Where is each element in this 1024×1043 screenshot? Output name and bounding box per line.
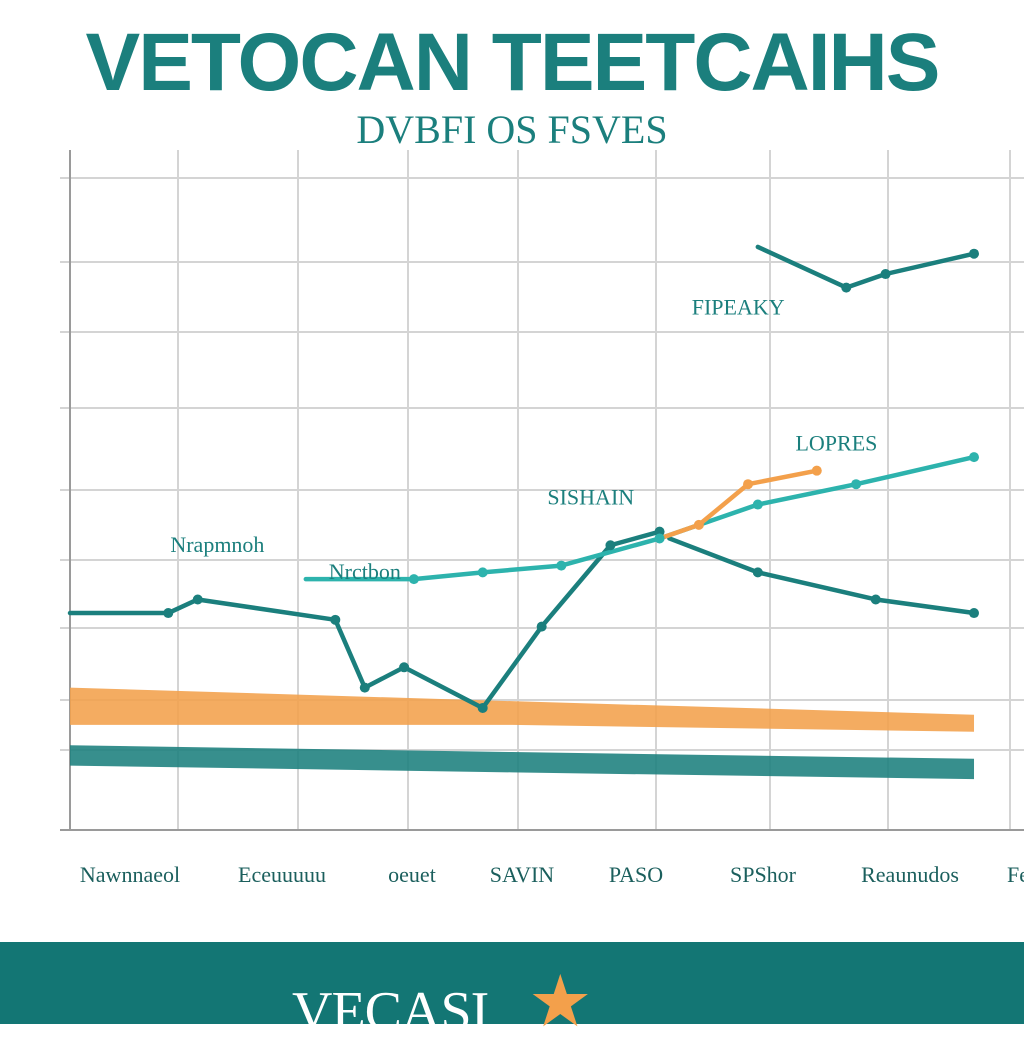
data-point-0-8 bbox=[605, 540, 616, 551]
data-point-0-5 bbox=[399, 662, 410, 673]
data-point-0-7 bbox=[536, 621, 547, 632]
annotation-4: LOPRES bbox=[795, 430, 877, 455]
footer-bar bbox=[0, 942, 1024, 1024]
chart-bands bbox=[70, 687, 975, 780]
data-point-3-3 bbox=[556, 560, 567, 571]
annotation-1: Nrctbon bbox=[329, 559, 401, 584]
chart-annotations: Nrapmnoh Nrctbon SISHAIN FIPEAKY LOPRES bbox=[170, 295, 877, 584]
line-chart: Nrapmnoh Nrctbon SISHAIN FIPEAKY LOPRES Nawn… bbox=[60, 150, 1024, 887]
annotation-2: SISHAIN bbox=[547, 485, 634, 510]
data-point-3-7 bbox=[969, 452, 980, 463]
data-point-3-1 bbox=[408, 574, 419, 585]
data-point-2-1 bbox=[841, 282, 852, 293]
series-line-2 bbox=[755, 244, 977, 290]
band-0 bbox=[70, 687, 975, 732]
chart-lines bbox=[67, 244, 977, 711]
data-point-3-4 bbox=[654, 533, 665, 544]
data-point-4-3 bbox=[811, 465, 822, 476]
series-line-0 bbox=[67, 529, 662, 711]
chart-subtitle: DVBFI OS FSVES bbox=[356, 107, 668, 152]
data-point-0-3 bbox=[330, 614, 341, 625]
x-tick-label-6: Reaunudos bbox=[861, 862, 959, 887]
data-point-3-6 bbox=[851, 479, 862, 490]
x-tick-label-2: oeuet bbox=[388, 862, 436, 887]
x-axis-ticks: Nawnnaeol Eceuuuuu oeuet SAVIN PASO SPShor Rea… bbox=[80, 862, 1024, 887]
data-point-1-1 bbox=[752, 567, 763, 578]
data-point-4-1 bbox=[693, 519, 704, 530]
data-point-2-2 bbox=[880, 269, 891, 280]
x-tick-label-7: Fe bbox=[1007, 862, 1024, 887]
x-tick-label-4: PASO bbox=[609, 862, 663, 887]
data-point-1-2 bbox=[870, 594, 881, 605]
series-line-4 bbox=[657, 468, 820, 541]
star-icon: ★ bbox=[528, 959, 593, 1043]
data-point-4-2 bbox=[743, 479, 754, 490]
chart-title: VETOCAN TEETCAIHS bbox=[85, 17, 941, 108]
band-1 bbox=[70, 745, 975, 780]
chart-points bbox=[163, 248, 980, 713]
data-point-1-3 bbox=[969, 608, 980, 619]
x-tick-label-3: SAVIN bbox=[490, 862, 555, 887]
data-point-0-2 bbox=[192, 594, 203, 605]
series-line-3 bbox=[303, 454, 977, 582]
data-point-0-6 bbox=[477, 702, 488, 713]
series-line-1 bbox=[667, 536, 977, 616]
x-tick-label-0: Nawnnaeol bbox=[80, 862, 180, 887]
x-tick-label-1: Eceuuuuu bbox=[238, 862, 326, 887]
data-point-0-4 bbox=[359, 682, 370, 693]
data-point-2-3 bbox=[969, 248, 980, 259]
annotation-3: FIPEAKY bbox=[692, 295, 785, 320]
data-point-0-1 bbox=[163, 608, 174, 619]
annotation-0: Nrapmnoh bbox=[170, 532, 264, 557]
footer-brand: VECASI bbox=[292, 981, 489, 1043]
data-point-3-2 bbox=[477, 567, 488, 578]
x-tick-label-5: SPShor bbox=[730, 862, 797, 887]
data-point-3-5 bbox=[752, 499, 763, 510]
